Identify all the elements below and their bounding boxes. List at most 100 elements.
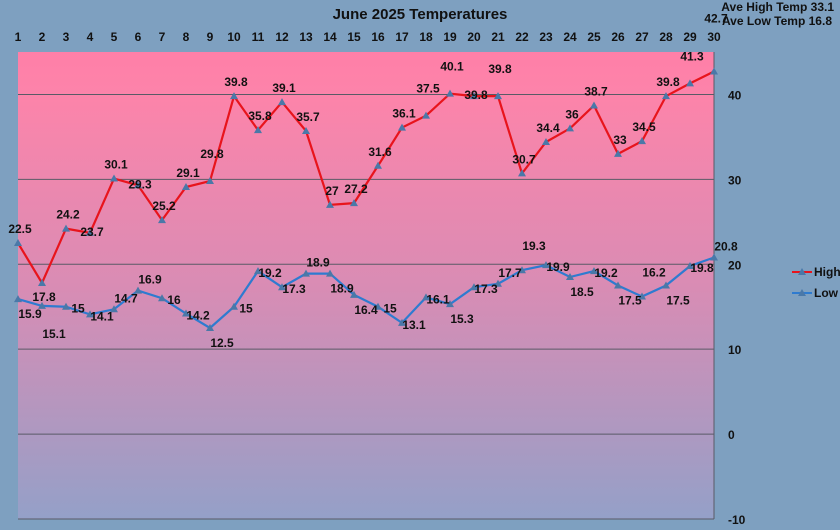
data-label-high: 30.7: [512, 152, 536, 166]
data-point-low: [254, 267, 262, 275]
y-tick-label: 0: [728, 428, 735, 442]
data-point-high: [206, 177, 214, 185]
data-point-high: [590, 101, 598, 109]
data-point-high: [350, 199, 358, 207]
data-label-high: 39.8: [488, 62, 512, 76]
x-tick-label: 7: [159, 30, 166, 44]
data-label-low: 15: [383, 302, 397, 316]
data-point-high: [326, 200, 334, 208]
data-label-low: 16.1: [426, 292, 450, 306]
data-point-low: [422, 293, 430, 301]
data-label-low: 15.9: [18, 307, 42, 321]
x-tick-label: 26: [611, 30, 625, 44]
data-point-low: [638, 292, 646, 300]
x-tick-label: 3: [63, 30, 70, 44]
data-label-low: 13.1: [402, 318, 426, 332]
data-label-low: 19.3: [522, 239, 546, 253]
data-point-low: [206, 323, 214, 331]
data-point-low: [278, 283, 286, 291]
data-point-low: [686, 261, 694, 269]
data-label-high: 39.8: [464, 88, 488, 102]
data-point-low: [662, 281, 670, 289]
data-point-high: [86, 228, 94, 236]
data-label-low: 15.3: [450, 312, 474, 326]
data-label-high: 35.8: [248, 109, 272, 123]
data-label-low: 19.2: [594, 266, 618, 280]
x-tick-label: 11: [252, 30, 265, 44]
data-label-high: 30.1: [104, 158, 128, 172]
data-label-low: 17.7: [498, 266, 522, 280]
x-tick-label: 23: [539, 30, 553, 44]
data-label-high: 29.3: [128, 177, 152, 191]
x-tick-label: 27: [635, 30, 649, 44]
data-label-low: 16: [167, 293, 181, 307]
x-tick-label: 17: [395, 30, 409, 44]
data-point-low: [446, 300, 454, 308]
x-tick-label: 24: [563, 30, 577, 44]
data-label-low: 17.3: [282, 282, 306, 296]
data-label-low: 18.9: [330, 282, 354, 296]
data-point-high: [182, 183, 190, 191]
x-tick-label: 28: [659, 30, 673, 44]
data-point-high: [710, 67, 718, 75]
data-label-high: 23.7: [80, 225, 104, 239]
data-label-high: 36.1: [392, 107, 416, 121]
data-label-low: 19.8: [690, 261, 714, 275]
y-tick-label: -10: [728, 513, 746, 527]
data-label-low: 14.1: [90, 309, 114, 323]
data-label-low: 19.9: [546, 260, 570, 274]
data-label-high: 31.6: [368, 145, 392, 159]
x-tick-label: 4: [87, 30, 94, 44]
data-point-high: [374, 161, 382, 169]
data-label-high: 41.3: [680, 49, 704, 63]
data-point-high: [662, 92, 670, 100]
y-tick-label: 30: [728, 173, 742, 187]
data-label-high: 39.8: [224, 75, 248, 89]
data-label-low: 14.2: [186, 309, 210, 323]
data-label-low: 15: [71, 302, 85, 316]
data-label-low: 17.5: [618, 294, 642, 308]
data-point-low: [302, 269, 310, 277]
data-label-low: 14.7: [114, 291, 138, 305]
data-point-low: [350, 290, 358, 298]
data-point-high: [518, 169, 526, 177]
data-point-low: [590, 267, 598, 275]
data-point-low: [86, 310, 94, 318]
series-line-low: [17, 256, 715, 330]
data-point-high: [110, 174, 118, 182]
x-tick-label: 25: [587, 30, 601, 44]
data-label-high: 34.5: [632, 120, 656, 134]
x-tick-label: 8: [183, 30, 190, 44]
legend-marker-high: [798, 268, 806, 275]
x-tick-label: 9: [207, 30, 214, 44]
x-tick-label: 16: [371, 30, 385, 44]
data-label-high: 25.2: [152, 199, 176, 213]
data-point-high: [62, 224, 70, 232]
x-tick-label: 13: [299, 30, 313, 44]
legend-label-low: Low: [814, 286, 839, 300]
data-label-low: 17.5: [666, 294, 690, 308]
data-point-high: [230, 92, 238, 100]
data-point-high: [686, 79, 694, 87]
data-point-low: [326, 269, 334, 277]
data-label-high: 35.7: [296, 110, 320, 124]
x-tick-label: 14: [323, 30, 337, 44]
data-point-high: [14, 239, 22, 247]
data-label-low: 18.5: [570, 285, 594, 299]
data-label-high: 36: [565, 107, 579, 121]
x-tick-label: 20: [467, 30, 481, 44]
data-label-low: 12.5: [210, 336, 234, 350]
data-point-low: [230, 302, 238, 310]
data-point-low: [182, 309, 190, 317]
x-tick-label: 12: [275, 30, 289, 44]
x-tick-label: 10: [227, 30, 241, 44]
data-point-high: [422, 111, 430, 119]
data-point-low: [14, 295, 22, 303]
data-point-low: [494, 279, 502, 287]
data-point-low: [518, 266, 526, 274]
data-label-high: 22.5: [8, 222, 32, 236]
data-point-low: [374, 302, 382, 310]
data-point-high: [638, 137, 646, 145]
data-label-low: 19.2: [258, 266, 282, 280]
